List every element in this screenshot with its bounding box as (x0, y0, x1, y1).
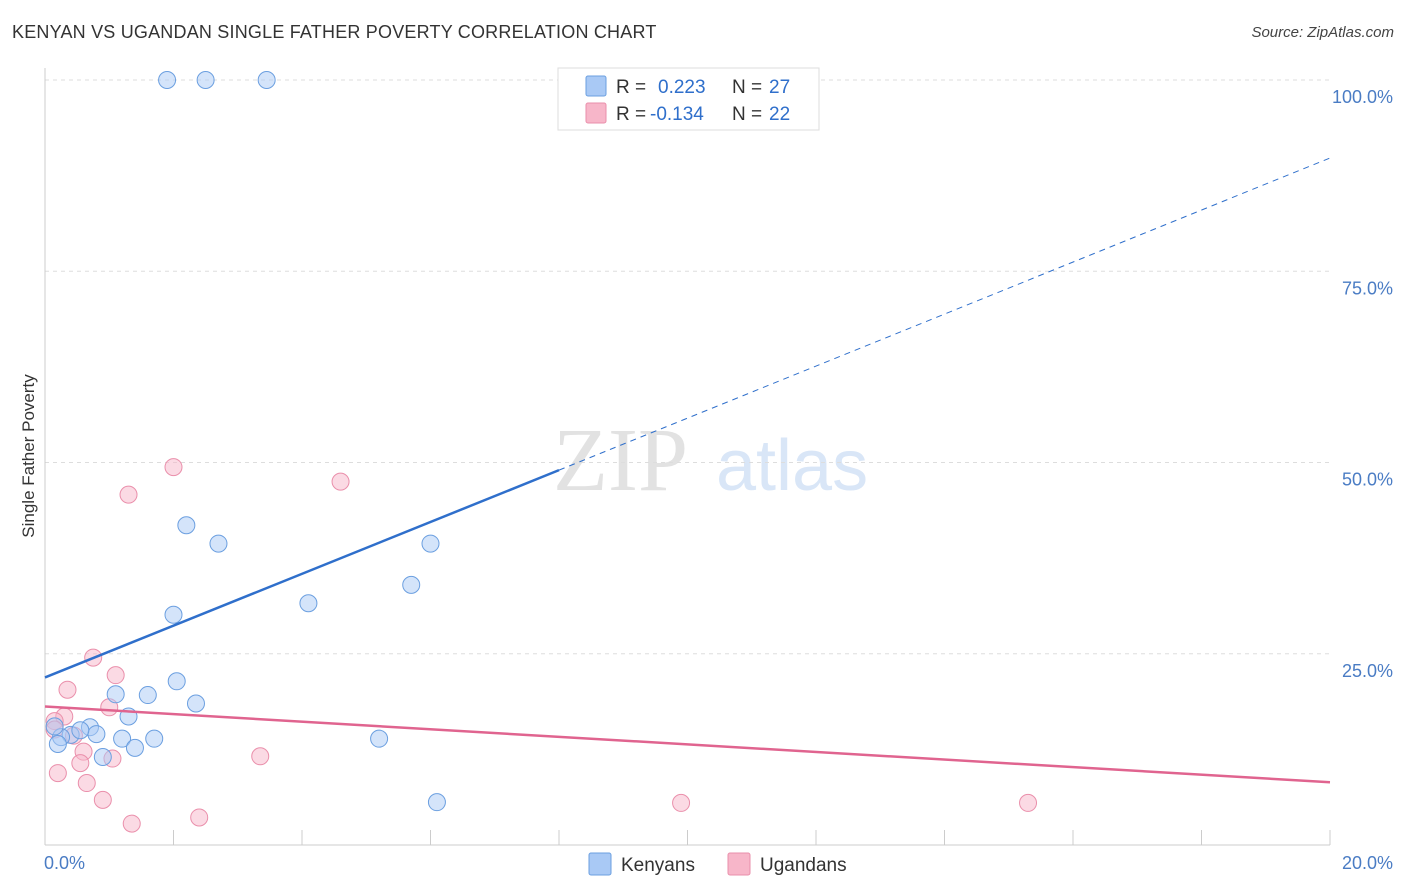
kenyans-point (402, 575, 421, 594)
ugandans-point (93, 790, 112, 809)
ugandans-point (58, 680, 77, 699)
legend-n-value-ugandans: 22 (769, 104, 790, 125)
ugandans-point (48, 764, 67, 783)
ugandans-trend-line (44, 705, 1331, 784)
kenyans-point (196, 71, 215, 89)
bottom-legend: Kenyans Ugandans (588, 852, 847, 876)
y-tick-label: 75.0% (1342, 278, 1393, 298)
ugandans-series (45, 458, 1038, 833)
gridlines (45, 79, 1330, 655)
y-tick-label: 100.0% (1332, 87, 1393, 107)
y-axis-label: Single Father Poverty (19, 374, 38, 538)
ugandans-point (251, 747, 270, 766)
ugandans-point (71, 754, 90, 773)
y-tick-labels: 25.0% 50.0% 75.0% 100.0% (1332, 87, 1393, 681)
kenyans-point (186, 694, 205, 713)
legend-n-label-kenyans: N = (732, 77, 762, 98)
x-tick-label-max: 20.0% (1342, 853, 1393, 873)
watermark-atlas: atlas (716, 426, 868, 506)
kenyans-point (427, 793, 446, 812)
legend-r-value-kenyans: 0.223 (658, 77, 706, 98)
x-tick-marks (173, 830, 1331, 845)
legend-swatch-ugandans (585, 102, 607, 124)
kenyans-point (87, 725, 106, 744)
ugandans-point (119, 485, 138, 504)
trend-lines (44, 157, 1331, 784)
kenyans-point (167, 672, 186, 691)
ugandans-point (1019, 793, 1038, 812)
ugandans-point (164, 458, 183, 477)
kenyans-point (48, 735, 67, 754)
kenyans-point (125, 738, 144, 757)
kenyans-point (71, 721, 90, 740)
ugandans-point (77, 774, 96, 793)
legend-r-value-ugandans: -0.134 (650, 104, 704, 125)
kenyans-point (164, 605, 183, 624)
kenyans-point (421, 534, 440, 553)
kenyans-point (177, 516, 196, 535)
kenyans-point (299, 594, 318, 613)
bottom-legend-swatch-kenyans (588, 852, 612, 876)
kenyans-point (257, 71, 276, 89)
bottom-legend-swatch-ugandans (727, 852, 751, 876)
kenyans-series (45, 71, 446, 812)
ugandans-point (190, 808, 209, 827)
ugandans-point (672, 793, 691, 812)
y-tick-label: 50.0% (1342, 470, 1393, 490)
chart-title: KENYAN VS UGANDAN SINGLE FATHER POVERTY … (12, 22, 657, 42)
kenyans-point (138, 686, 157, 705)
kenyans-point (209, 534, 228, 553)
kenyans-point (158, 71, 177, 89)
kenyans-point (370, 729, 389, 748)
legend-r-label-ugandans: R = (616, 104, 646, 125)
legend-n-value-kenyans: 27 (769, 77, 790, 98)
kenyans-trend-extension (558, 157, 1331, 471)
x-tick-label-min: 0.0% (44, 853, 85, 873)
kenyans-trend-line (44, 468, 560, 679)
watermark-zip: ZIP (553, 411, 688, 510)
legend: R = 0.223 N = 27 R = -0.134 N = 22 (557, 67, 820, 131)
chart-source: Source: ZipAtlas.com (1251, 24, 1394, 41)
ugandans-point (331, 472, 350, 491)
kenyans-point (45, 717, 64, 736)
ugandans-point (106, 666, 125, 685)
kenyans-point (145, 729, 164, 748)
kenyans-point (93, 748, 112, 767)
y-tick-label: 25.0% (1342, 661, 1393, 681)
kenyans-point (106, 685, 125, 704)
legend-r-label-kenyans: R = (616, 77, 646, 98)
bottom-legend-kenyans: Kenyans (621, 855, 695, 876)
legend-n-label-ugandans: N = (732, 104, 762, 125)
ugandans-point (122, 814, 141, 833)
bottom-legend-ugandans: Ugandans (760, 855, 847, 876)
legend-swatch-kenyans (585, 75, 607, 97)
kenyans-point (113, 729, 132, 748)
